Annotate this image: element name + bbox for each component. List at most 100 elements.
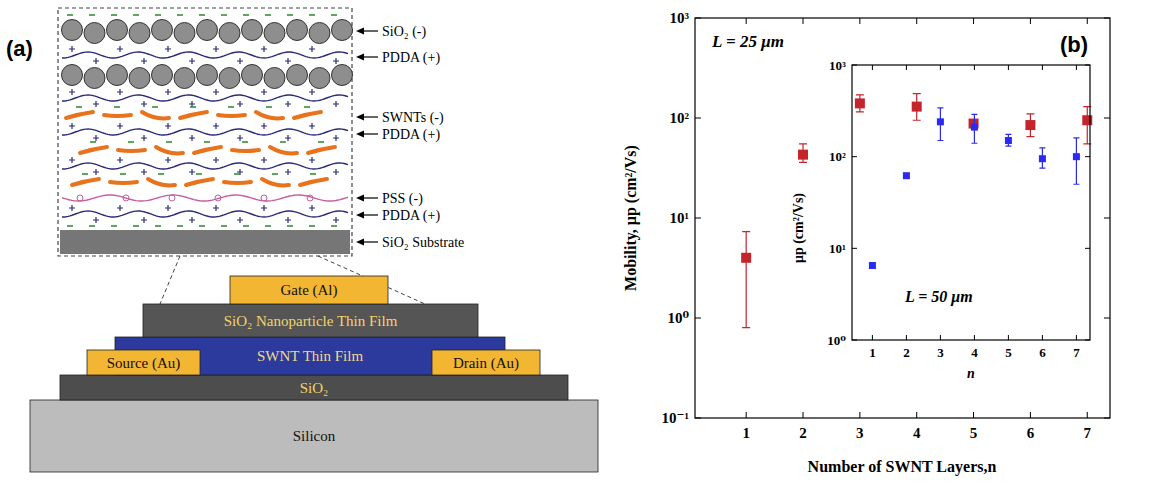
x-tick-label: 2 [799, 425, 807, 441]
minus-sign [158, 173, 164, 175]
minus-sign [152, 106, 158, 108]
x-tick-label: 4 [971, 345, 978, 360]
label-arrow [362, 197, 378, 198]
nanoparticle [287, 20, 308, 41]
plus-sign [309, 205, 315, 211]
plot-frame [695, 18, 1110, 418]
nanotube [110, 182, 137, 183]
plus-sign [261, 89, 267, 95]
y-tick [695, 418, 701, 419]
arrow-head [356, 195, 364, 202]
plus-sign [261, 123, 267, 129]
minus-sign [89, 225, 95, 227]
plus-sign [165, 89, 171, 95]
polymer-chain [62, 195, 348, 201]
nanoparticle [152, 65, 173, 86]
plus-sign [93, 135, 99, 141]
plus-sign [69, 123, 75, 129]
nanotube [218, 115, 245, 116]
plus-sign [117, 123, 123, 129]
plus-sign [309, 157, 315, 163]
x-tick-label: 5 [1005, 345, 1012, 360]
nanotube [72, 179, 99, 185]
minus-sign [199, 225, 205, 227]
gate-label: Gate (Al) [280, 282, 337, 299]
y-tick-label: 10² [829, 149, 846, 164]
nanotube [104, 115, 131, 116]
minus-sign [190, 106, 196, 108]
zoom-box [58, 8, 352, 256]
x-tick [1008, 335, 1009, 340]
y-tick-label: 10² [670, 110, 690, 126]
label-arrow [362, 133, 378, 134]
x-tick [746, 412, 747, 418]
x-axis-title: Number of SWNT Layers,n [808, 458, 997, 476]
minus-sign [204, 141, 210, 143]
y-tick [1104, 418, 1110, 419]
plus-sign [309, 46, 315, 52]
arrow-head [356, 239, 364, 246]
plus-sign [141, 169, 147, 175]
minus-sign [177, 225, 183, 227]
minus-sign [318, 141, 324, 143]
plus-sign [189, 135, 195, 141]
minus-sign [67, 225, 73, 227]
plus-sign [117, 205, 123, 211]
minus-sign [89, 14, 95, 16]
minus-sign [331, 14, 337, 16]
plus-sign [285, 169, 291, 175]
pss-ring [169, 195, 175, 201]
x-tick [1087, 412, 1088, 418]
plus-sign [237, 217, 243, 223]
plus-sign [309, 89, 315, 95]
nanotube [262, 179, 289, 185]
plus-sign [333, 217, 339, 223]
plus-sign [261, 205, 267, 211]
nanotube [224, 182, 251, 183]
polymer-chain [62, 52, 348, 58]
plus-sign [261, 46, 267, 52]
plus-sign [213, 123, 219, 129]
x-tick-label: 6 [1027, 425, 1035, 441]
layer-label: SWNTs (-) [382, 110, 444, 126]
plus-sign [189, 58, 195, 64]
plus-sign [165, 157, 171, 163]
plus-sign [285, 217, 291, 223]
minus-sign [265, 225, 271, 227]
minus-sign [128, 141, 134, 143]
oxide-label: SiO₂ [300, 380, 329, 396]
zoom-line [160, 256, 180, 304]
nanoparticle [62, 65, 83, 86]
x-tick [973, 18, 974, 24]
minus-sign [280, 141, 286, 143]
pss-ring [307, 195, 313, 201]
arrow-head [356, 131, 364, 138]
nanotube [180, 112, 207, 118]
x-tick-label: 6 [1039, 345, 1046, 360]
swnt-film-label: SWNT Thin Film [257, 348, 363, 364]
minus-sign [310, 173, 316, 175]
x-tick-label: 4 [913, 425, 921, 441]
x-tick [1030, 18, 1031, 24]
nanoparticle [287, 65, 308, 86]
arrow-head [356, 54, 364, 61]
plus-sign [69, 89, 75, 95]
y-tick [1085, 340, 1090, 341]
nanoparticle [264, 23, 285, 44]
data-point [937, 118, 944, 125]
y-tick [1104, 118, 1110, 119]
arrow-head [356, 114, 364, 121]
plus-sign [213, 46, 219, 52]
plus-sign [333, 58, 339, 64]
plus-sign [333, 135, 339, 141]
x-tick [1042, 65, 1043, 70]
minus-sign [221, 14, 227, 16]
plus-sign [333, 169, 339, 175]
plus-sign [333, 101, 339, 107]
layer-label: SiO₂ Substrate [382, 235, 464, 250]
nanoparticle [309, 68, 330, 89]
data-point [1082, 115, 1092, 125]
minus-sign [287, 14, 293, 16]
plus-sign [141, 101, 147, 107]
minus-sign [243, 14, 249, 16]
